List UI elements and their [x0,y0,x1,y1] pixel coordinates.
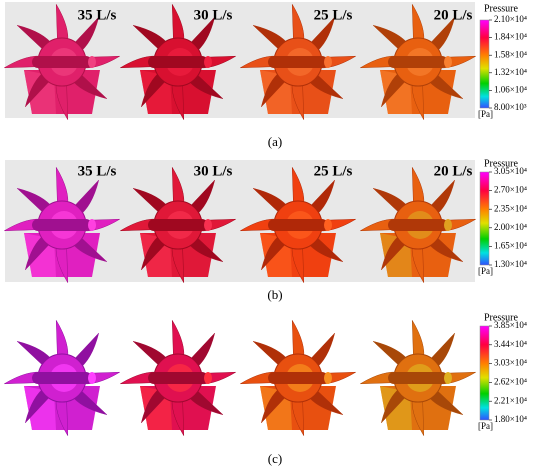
flow-rate-label: 20 L/s [434,7,473,23]
shaft [388,219,448,231]
flow-rate-label: 20 L/s [434,163,473,179]
colorbar-tick-label: 3.05×10⁴ [494,166,527,176]
colorbar-title: Pressure [484,312,518,323]
shaft-end [444,56,452,68]
colorbar [479,171,490,266]
colorbar-tick-label: 2.62×10⁴ [494,376,527,386]
colorbar-tick-label: 2.10×10⁴ [494,14,527,24]
colorbar-tick-label: 1.65×10⁴ [494,240,527,250]
shaft [268,56,328,68]
shaft-end [324,372,332,384]
panel-caption: (a) [268,134,282,149]
colorbar-tick-label: 3.85×10⁴ [494,320,527,330]
colorbar-unit: [Pa] [478,266,493,276]
colorbar-unit: [Pa] [478,109,493,119]
colorbar [479,325,490,421]
shaft-end [324,56,332,68]
colorbar-tick-label: 1.30×10⁴ [494,259,527,269]
flow-rate-label: 35 L/s [78,163,117,179]
shaft [268,372,328,384]
shaft [148,56,208,68]
colorbar-tick-label: 1.80×10⁴ [494,414,527,424]
panel: 35 L/s 30 L/s 25 L/s 20 L/s Pressure2.10×10⁴… [3,2,527,149]
panel: 35 L/s 30 L/s 25 L/s 20 L/s Pressure3.05×10⁴… [3,158,527,302]
flow-rate-label: 30 L/s [194,163,233,179]
colorbar-tick-label: 1.84×10⁴ [494,32,527,42]
shaft-end [324,219,332,231]
flow-rate-label: 25 L/s [314,7,353,23]
shaft [148,219,208,231]
colorbar-tick-label: 2.00×10⁴ [494,222,527,232]
colorbar-unit: [Pa] [478,421,493,431]
colorbar-tick-label: 2.35×10⁴ [494,203,527,213]
shaft-end [444,372,452,384]
colorbar-tick-label: 3.03×10⁴ [494,358,527,368]
panel-caption: (b) [267,287,282,302]
shaft-end [204,219,212,231]
shaft-end [444,219,452,231]
shaft [32,56,92,68]
colorbar-tick-label: 1.32×10⁴ [494,67,527,77]
shaft [388,56,448,68]
shaft [32,372,92,384]
colorbar-tick-label: 2.70×10⁴ [494,185,527,195]
colorbar-tick-label: 1.06×10⁴ [494,84,527,94]
shaft [388,372,448,384]
flow-rate-label: 25 L/s [314,163,353,179]
shaft-end [88,219,96,231]
colorbar-title: Pressure [484,158,518,169]
flow-rate-label: 30 L/s [194,7,233,23]
shaft-end [88,56,96,68]
shaft-end [88,372,96,384]
shaft [268,219,328,231]
colorbar-title: Pressure [484,3,518,14]
colorbar-tick-label: 1.58×10⁴ [494,49,527,59]
shaft [148,372,208,384]
colorbar [479,19,490,109]
colorbar-tick-label: 8.00×10³ [494,102,527,112]
shaft [32,219,92,231]
flow-rate-label: 35 L/s [78,7,117,23]
shaft-end [204,372,212,384]
colorbar-tick-label: 3.44×10⁴ [494,339,527,349]
shaft-end [204,56,212,68]
panel-caption: (c) [268,451,282,466]
colorbar-tick-label: 2.21×10⁴ [494,395,527,405]
